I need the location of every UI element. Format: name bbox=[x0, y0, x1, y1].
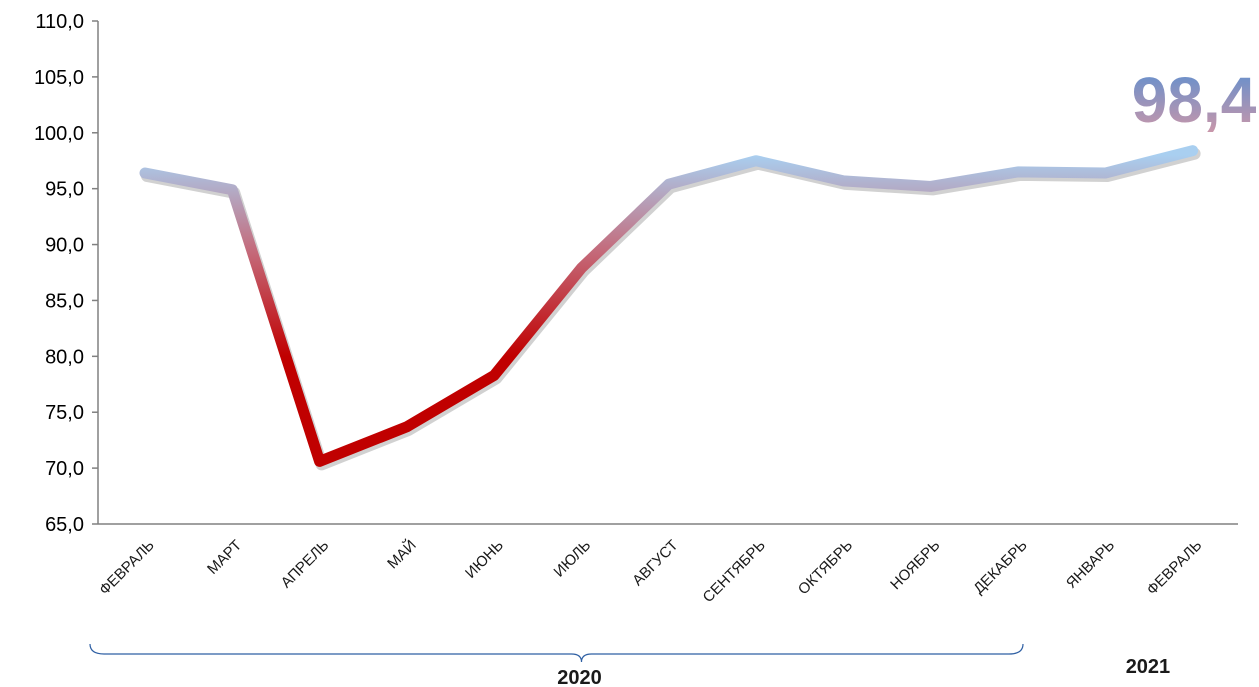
x-tick-label: АПРЕЛЬ bbox=[278, 537, 333, 592]
y-tick-label: 70,0 bbox=[45, 458, 84, 480]
x-tick-label: ОКТЯБРЬ bbox=[795, 537, 856, 598]
x-tick-label: МАЙ bbox=[383, 536, 419, 572]
x-tick-label: ЯНВАРЬ bbox=[1063, 537, 1118, 592]
y-tick-label: 105,0 bbox=[34, 67, 84, 89]
y-tick-label: 90,0 bbox=[45, 235, 84, 257]
y-tick-label: 110,0 bbox=[35, 11, 84, 33]
x-tick-label: НОЯБРЬ bbox=[887, 537, 943, 593]
x-tick-label: СЕНТЯБРЬ bbox=[700, 537, 769, 606]
year-bracket bbox=[89, 643, 1024, 663]
y-tick-label: 95,0 bbox=[45, 179, 84, 201]
x-tick-label: ДЕКАБРЬ bbox=[970, 537, 1031, 598]
annotation-layer: 98,4 bbox=[1132, 64, 1257, 136]
x-tick-label: МАРТ bbox=[204, 537, 245, 578]
y-axis: 65,0 70,0 75,0 80,0 85,0 90,0 95,0 100,0 105,0 11… bbox=[34, 11, 99, 536]
series-line bbox=[139, 145, 1199, 467]
highlight-value-label: 98,4 bbox=[1132, 64, 1257, 136]
x-tick-label: ИЮЛЬ bbox=[551, 537, 595, 581]
series-line-layer bbox=[139, 145, 1201, 471]
x-tick-label: ФЕВРАЛЬ bbox=[96, 537, 158, 599]
x-axis: ФЕВРАЛЬ МАРТ АПРЕЛЬ МАЙ ИЮНЬ ИЮЛЬ АВГУСТ СЕНТЯБ… bbox=[89, 523, 1238, 687]
y-tick-label: 75,0 bbox=[45, 402, 84, 424]
x-tick-label: ФЕВРАЛЬ bbox=[1144, 537, 1206, 599]
y-tick-label: 85,0 bbox=[45, 290, 84, 312]
x-tick-label: АВГУСТ bbox=[629, 537, 681, 589]
y-tick-label: 65,0 bbox=[45, 514, 84, 536]
y-tick-label: 100,0 bbox=[34, 123, 84, 145]
year-label: 2020 bbox=[557, 667, 602, 687]
y-tick-label: 80,0 bbox=[45, 346, 84, 368]
x-tick-label: ИЮНЬ bbox=[462, 537, 507, 582]
year-label: 2021 bbox=[1126, 656, 1171, 678]
